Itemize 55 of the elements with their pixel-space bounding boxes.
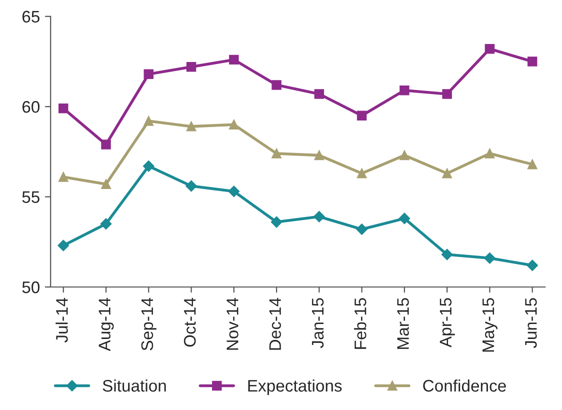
legend-label: Situation [102,379,166,392]
point [484,252,496,264]
point [101,179,111,190]
point [186,122,196,132]
point [441,248,453,260]
y-tick-label: 50 [22,281,40,294]
x-tick-label: Jan-15 [312,298,324,348]
x-tick-label: Oct-14 [184,298,196,347]
point [58,240,69,252]
y-tick-label: 55 [22,191,40,204]
point [442,168,452,178]
legend-label: Confidence [423,379,506,392]
point [229,54,239,65]
x-tick-label: Jul-14 [56,298,68,343]
point [527,159,538,170]
x-tick-label: Mar-15 [397,298,409,349]
point [270,216,282,228]
point [186,62,196,72]
x-tick-label: Jun-15 [525,298,537,348]
x-tick-label: Dec-14 [269,298,282,350]
point [58,172,68,182]
x-tick-label: Feb-15 [354,298,366,349]
point [314,150,324,160]
point [400,150,410,160]
point [144,116,154,126]
point [356,110,367,120]
point [398,212,410,224]
x-tick-label: Apr-15 [440,298,455,348]
point [229,120,239,130]
y-tick-label: 60 [22,101,40,113]
x-tick-label: Aug-14 [98,298,114,352]
y-tick-label: 65 [22,10,40,23]
point [144,69,154,79]
point [143,160,154,172]
point [58,104,68,114]
point [484,148,495,158]
x-tick-label: Nov-14 [226,298,238,350]
point [186,180,197,192]
x-tick-label: May-15 [482,298,498,352]
legend-label: Expectations [248,379,342,395]
point [526,260,538,271]
point [442,89,452,99]
point [228,186,240,197]
point [314,89,324,99]
point [356,224,368,235]
point [356,168,367,178]
point [527,56,538,66]
point [100,218,112,230]
point [272,80,282,90]
point [314,211,325,222]
point [400,86,410,96]
x-tick-label: Sep-14 [141,298,156,350]
point [484,44,495,54]
point [272,148,282,158]
point [101,140,111,150]
